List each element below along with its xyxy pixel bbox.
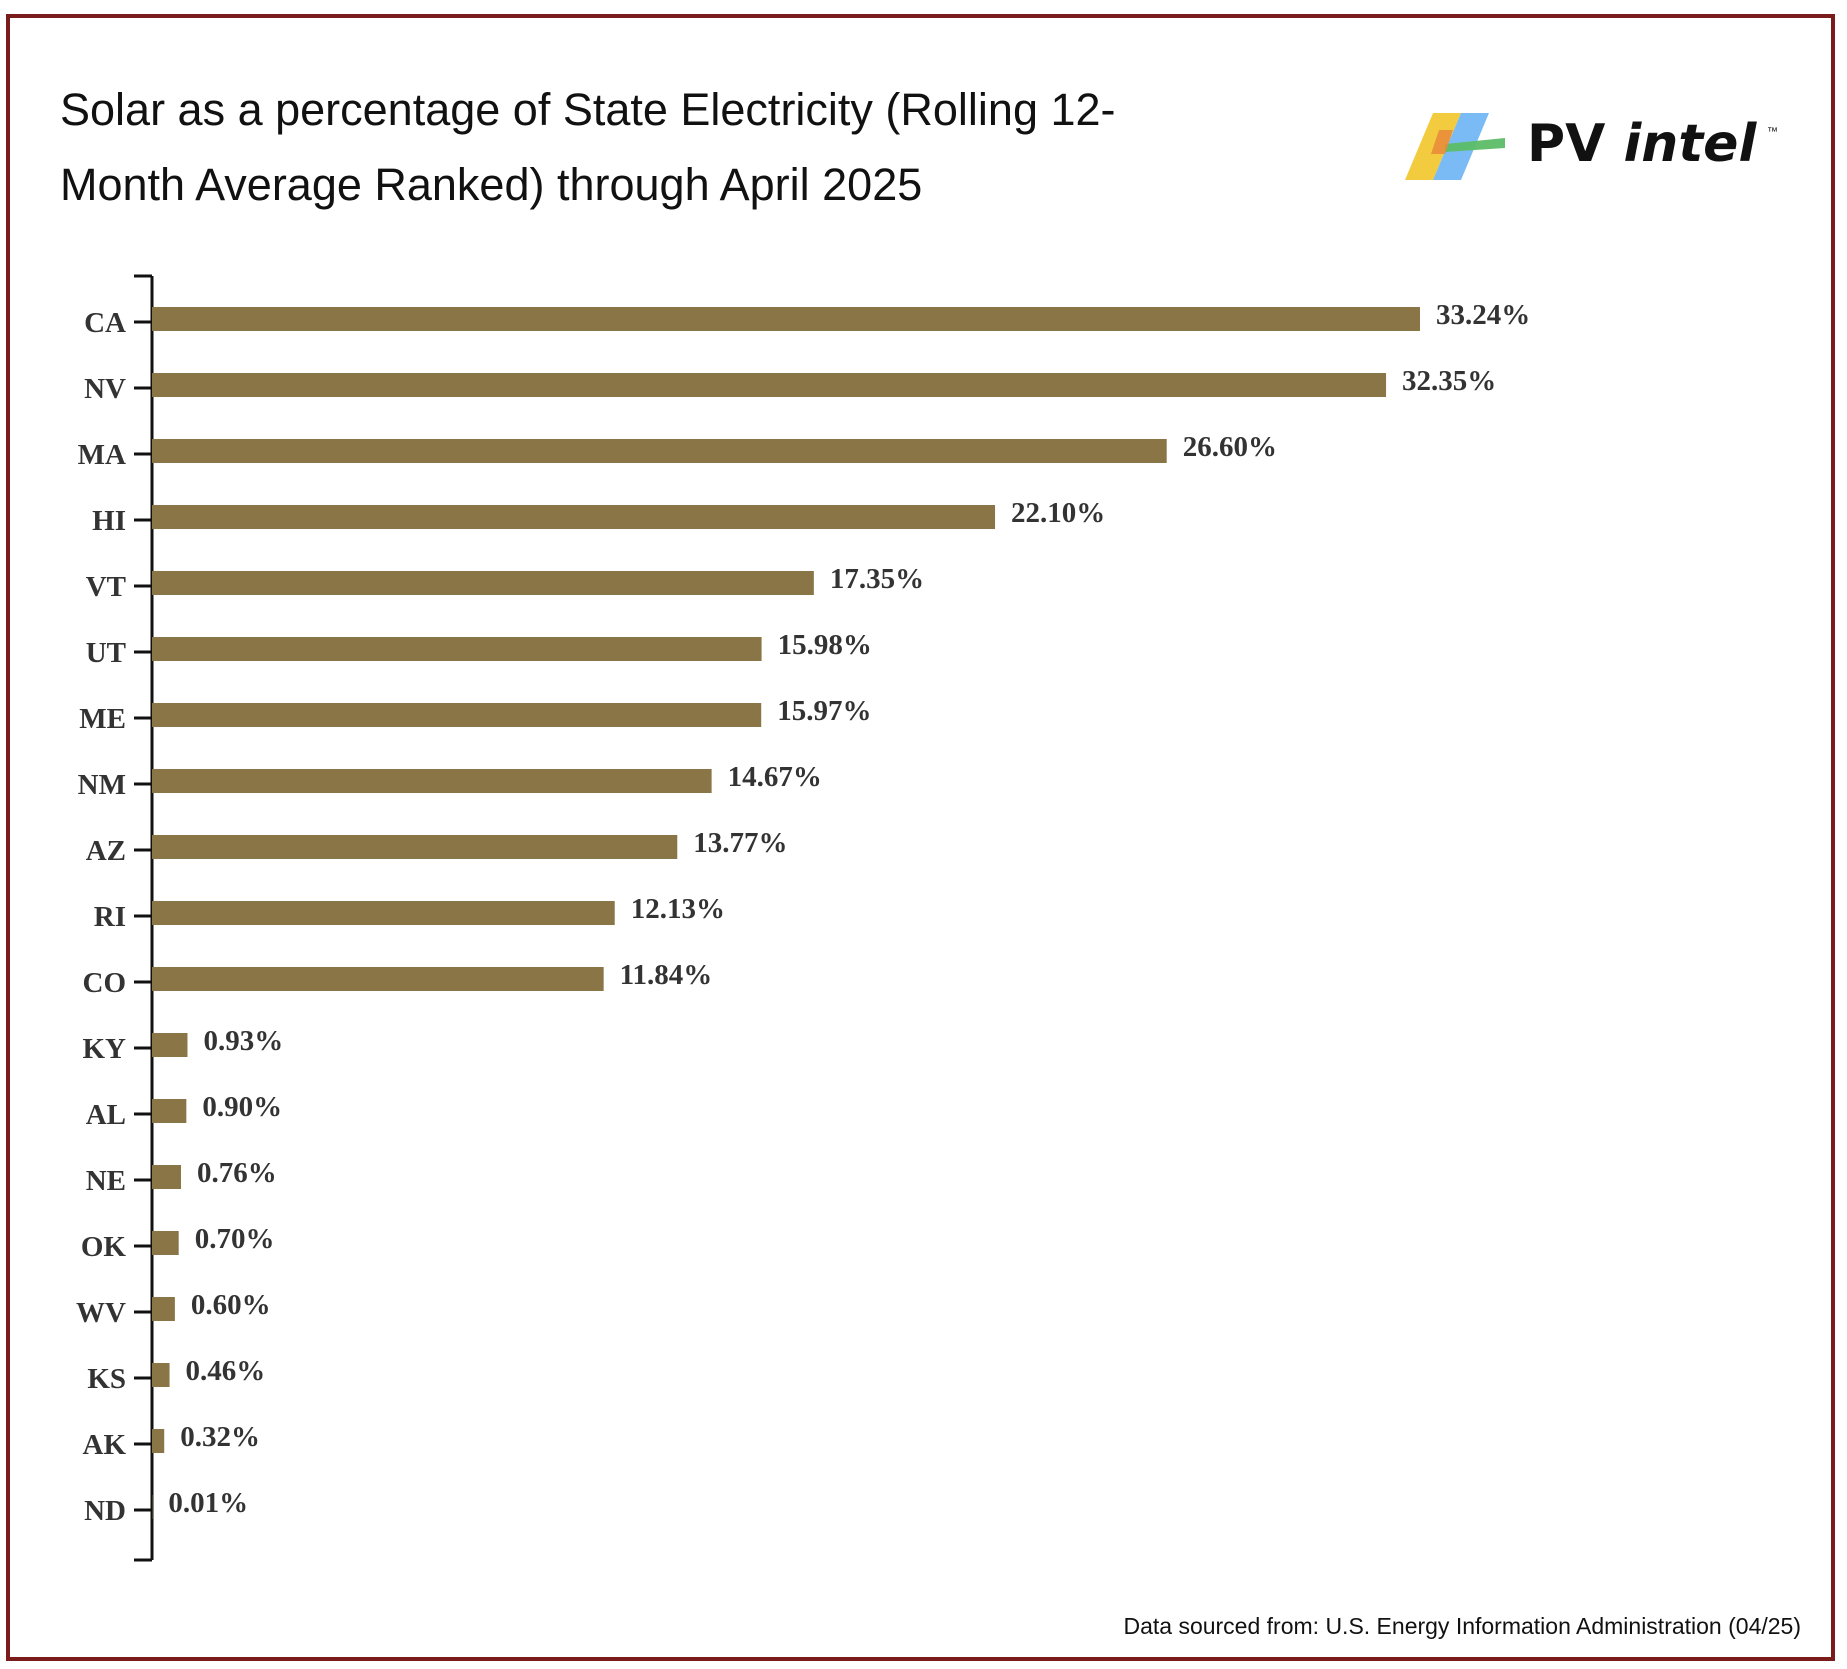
category-label: MA	[78, 439, 126, 471]
data-label: 33.24%	[1436, 299, 1530, 331]
bar	[152, 1033, 188, 1057]
category-label: NV	[84, 373, 126, 405]
pv-intel-logo: PV intel ™	[1405, 108, 1805, 188]
category-label: CA	[84, 307, 126, 339]
data-label: 11.84%	[620, 959, 713, 991]
labels: CA 33.24% NV 32.35% MA 26.60% HI 22.10% VT 17.35%…	[76, 299, 1530, 1527]
chart-title: Solar as a percentage of State Electrici…	[60, 84, 1116, 210]
category-label: WV	[76, 1297, 126, 1329]
data-label: 0.93%	[203, 1025, 283, 1057]
bar	[152, 1231, 179, 1255]
category-label: NE	[86, 1165, 126, 1197]
data-label: 0.32%	[180, 1421, 260, 1453]
data-label: 14.67%	[728, 761, 822, 793]
bar	[152, 1363, 170, 1387]
bar	[152, 967, 604, 991]
bar	[152, 505, 996, 529]
bar	[152, 307, 1420, 331]
logo-mark-icon	[1405, 113, 1505, 180]
data-label: 0.76%	[197, 1157, 277, 1189]
logo-text-italic: intel	[1623, 114, 1757, 174]
data-label: 32.35%	[1402, 365, 1496, 397]
category-label: HI	[92, 505, 126, 537]
logo-green-shape	[1445, 138, 1505, 152]
bar	[152, 373, 1387, 397]
bar	[152, 835, 678, 859]
bar	[152, 1099, 187, 1123]
logo-text-regular: PV	[1527, 114, 1624, 174]
category-label: AZ	[86, 835, 126, 867]
bar	[152, 439, 1167, 463]
data-label: 22.10%	[1011, 497, 1105, 529]
category-label: AK	[83, 1429, 127, 1461]
logo-yellow-shape	[1405, 113, 1461, 180]
bar	[152, 703, 762, 727]
category-label: AL	[86, 1099, 126, 1131]
logo-trademark: ™	[1767, 126, 1778, 138]
data-label: 0.70%	[195, 1223, 275, 1255]
data-label: 0.90%	[202, 1091, 282, 1123]
source-note: Data sourced from: U.S. Energy Informati…	[1123, 1613, 1801, 1639]
bar	[152, 571, 814, 595]
data-label: 0.46%	[186, 1355, 266, 1387]
data-label: 15.97%	[777, 695, 871, 727]
bar	[152, 1297, 175, 1321]
data-label: 12.13%	[631, 893, 725, 925]
category-label: ND	[84, 1495, 126, 1527]
category-label: VT	[86, 571, 126, 603]
data-label: 15.98%	[778, 629, 872, 661]
bar	[152, 901, 615, 925]
bar	[152, 637, 762, 661]
bar	[152, 769, 712, 793]
category-label: KS	[87, 1363, 126, 1395]
data-label: 17.35%	[830, 563, 924, 595]
category-label: ME	[79, 703, 126, 735]
data-label: 26.60%	[1183, 431, 1277, 463]
data-label: 0.60%	[191, 1289, 271, 1321]
data-label: 13.77%	[693, 827, 787, 859]
category-label: UT	[86, 637, 126, 669]
category-label: OK	[81, 1231, 127, 1263]
y-axis	[134, 274, 154, 1562]
logo-text: PV intel	[1527, 114, 1756, 174]
logo-orange-shape	[1431, 130, 1453, 154]
category-label: RI	[94, 901, 126, 933]
category-label: CO	[83, 967, 127, 999]
bar	[152, 1165, 181, 1189]
bars	[152, 307, 1420, 1519]
data-label: 0.01%	[168, 1487, 248, 1519]
bar	[152, 1429, 165, 1453]
category-label: KY	[83, 1033, 127, 1065]
category-label: NM	[78, 769, 126, 801]
